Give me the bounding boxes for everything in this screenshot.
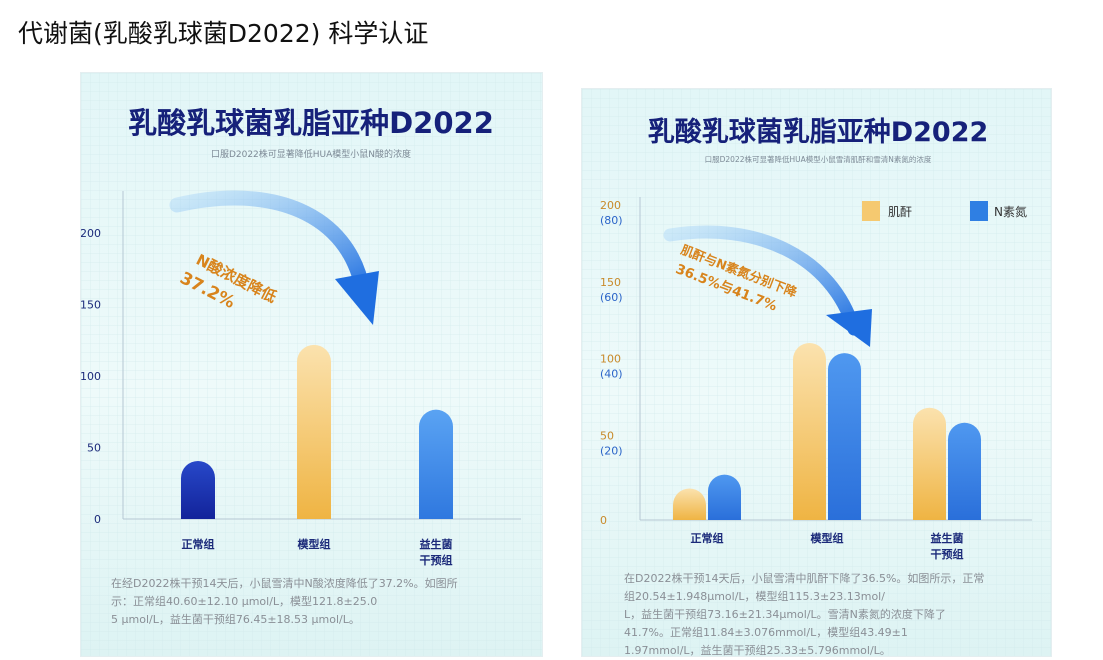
bar-creatinine	[793, 343, 826, 520]
chart-panel-right: 乳酸乳球菌乳脂亚种D2022 口服D2022株可显著降低HUA模型小鼠雪清肌酐和…	[581, 88, 1052, 657]
y2-tick-label: (80)	[600, 214, 623, 227]
y-tick-label: 50	[600, 429, 614, 442]
legend: 肌酐 N素氮	[862, 201, 1027, 221]
trend-arrow-shaft	[663, 225, 861, 336]
y-tick-label: 0	[600, 514, 607, 527]
bar	[181, 460, 215, 519]
bar-series	[181, 344, 453, 519]
legend-swatch-urea-nitrogen	[970, 201, 988, 221]
x-tick-label: 益生菌干预组	[931, 531, 964, 561]
chart-right: 乳酸乳球菌乳脂亚种D2022 口服D2022株可显著降低HUA模型小鼠雪清肌酐和…	[582, 89, 1051, 656]
x-tick-label: 正常组	[182, 537, 215, 551]
y-tick-label: 200	[600, 199, 621, 212]
bar-series	[673, 343, 981, 520]
page-title: 代谢菌(乳酸乳球菌D2022) 科学认证	[18, 19, 429, 48]
y-tick-label: 200	[81, 227, 101, 240]
bar-creatinine	[913, 407, 946, 520]
chart-subtitle: 口服D2022株可显著降低HUA模型小鼠N酸的浓度	[211, 148, 411, 160]
bar-urea-nitrogen	[828, 353, 861, 520]
bar	[419, 409, 453, 519]
x-tick-label: 模型组	[298, 537, 331, 551]
chart-title: 乳酸乳球菌乳脂亚种D2022	[648, 117, 989, 148]
x-tick-label: 益生菌干预组	[420, 537, 453, 567]
trend-arrow-head	[335, 271, 379, 325]
description-text: 在D2022株干预14天后，小鼠雪清中肌酐下降了36.5%。如图所示，正常 组2…	[624, 571, 988, 656]
y-tick-label: 150	[81, 299, 101, 312]
y-tick-label: 100	[600, 353, 621, 366]
chart-left: 乳酸乳球菌乳脂亚种D2022 口服D2022株可显著降低HUA模型小鼠N酸的浓度…	[81, 73, 542, 656]
legend-swatch-creatinine	[862, 201, 880, 221]
bar	[297, 344, 331, 519]
y2-tick-label: (60)	[600, 291, 623, 304]
chart-panel-left: 乳酸乳球菌乳脂亚种D2022 口服D2022株可显著降低HUA模型小鼠N酸的浓度…	[80, 72, 543, 657]
y-axis: 0 50 100 150 200	[81, 191, 521, 526]
x-axis-labels: 正常组 模型组 益生菌干预组	[182, 537, 453, 567]
y-tick-label: 50	[87, 442, 101, 455]
trend-arrow-head	[826, 309, 872, 347]
bar-urea-nitrogen	[708, 474, 741, 520]
bar-creatinine	[673, 488, 706, 520]
x-axis-labels: 正常组 模型组 益生菌干预组	[691, 531, 964, 561]
y-tick-label: 0	[94, 513, 101, 526]
chart-subtitle: 口服D2022株可显著降低HUA模型小鼠雪清肌酐和雪清N素氮的浓度	[705, 154, 932, 164]
legend-label-creatinine: 肌酐	[888, 205, 912, 219]
description-text: 在经D2022株干预14天后，小鼠雪清中N酸浓度降低了37.2%。如图所 示：正…	[111, 576, 461, 626]
bar-urea-nitrogen	[948, 422, 981, 520]
chart-title: 乳酸乳球菌乳脂亚种D2022	[128, 106, 494, 140]
y-tick-label: 150	[600, 276, 621, 289]
y2-tick-label: (20)	[600, 444, 623, 457]
legend-label-urea-nitrogen: N素氮	[994, 204, 1027, 219]
y2-tick-label: (40)	[600, 368, 623, 381]
x-tick-label: 模型组	[811, 531, 844, 545]
x-tick-label: 正常组	[691, 531, 724, 545]
y-tick-label: 100	[81, 370, 101, 383]
trend-arrow-shaft	[169, 190, 371, 299]
